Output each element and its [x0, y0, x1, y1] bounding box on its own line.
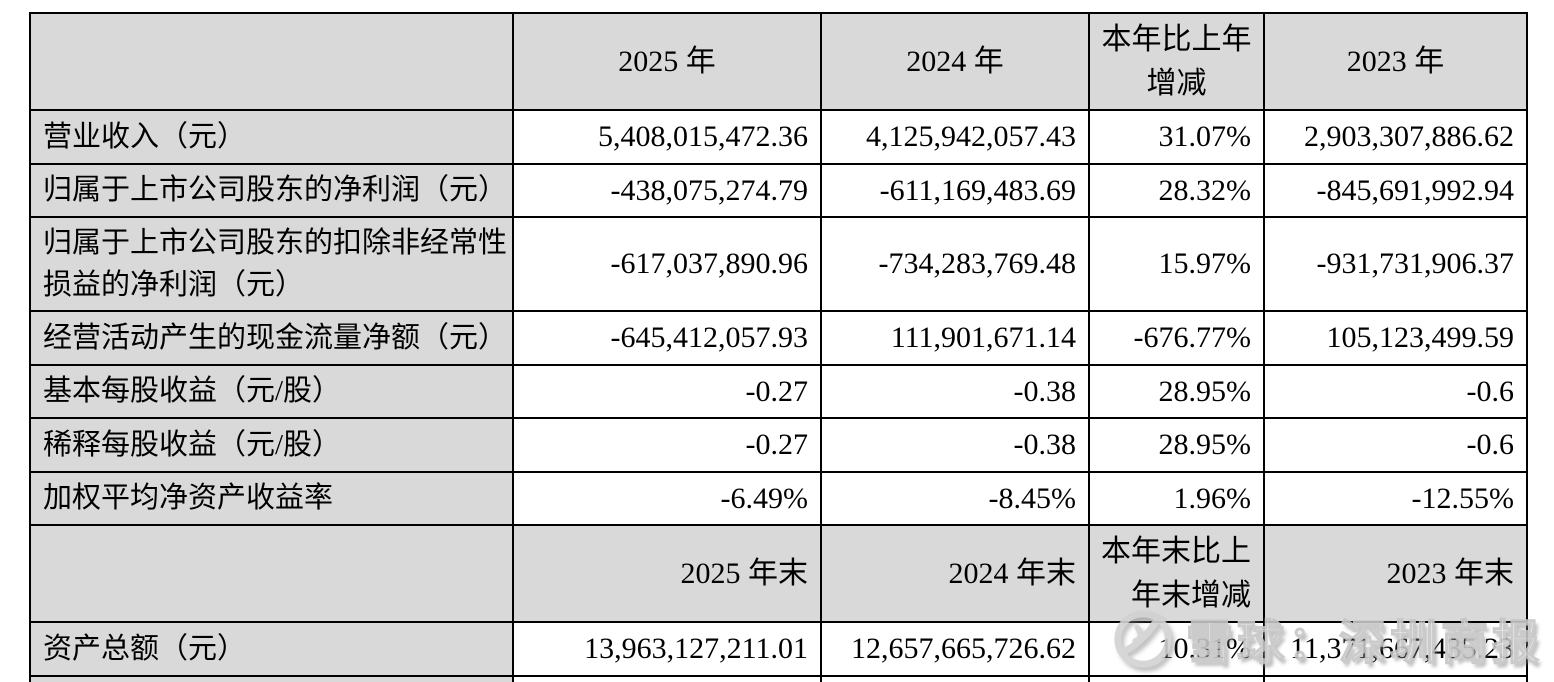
row-label-cell: 资产总额（元）	[29, 621, 514, 677]
cell-2023: 105,123,499.59	[1263, 310, 1528, 366]
table-row: 归属于上市公司股东的扣除非经常性损益的净利润（元） -617,037,890.9…	[29, 215, 1528, 313]
header-2025-end: 2025 年末	[512, 524, 822, 624]
row-label-cell: 加权平均净资产收益率	[29, 470, 514, 527]
table-row: 资产总额（元） 13,963,127,211.01 12,657,665,726…	[29, 621, 1528, 677]
row-label-cell: 归属于上市公司股东的扣除非经常性损益的净利润（元）	[29, 215, 514, 313]
header-2024-end: 2024 年末	[820, 524, 1090, 624]
table-row: 归属于上市公司股东的净利润（元） -438,075,274.79 -611,16…	[29, 162, 1528, 218]
cell-change: 28.95%	[1088, 417, 1265, 473]
table-row: 营业收入（元） 5,408,015,472.36 4,125,942,057.4…	[29, 109, 1528, 165]
table-row: 稀释每股收益（元/股） -0.27 -0.38 28.95% -0.6	[29, 417, 1528, 473]
cell-2023: -0.6	[1263, 417, 1528, 473]
header-year-end-change: 本年末比上年末增减	[1088, 524, 1265, 624]
row-label-cell: 稀释每股收益（元/股）	[29, 417, 514, 473]
header-2024: 2024 年	[820, 12, 1090, 111]
table-row: 基本每股收益（元/股） -0.27 -0.38 28.95% -0.6	[29, 363, 1528, 420]
table-row: 加权平均净资产收益率 -6.49% -8.45% 1.96% -12.55%	[29, 470, 1528, 527]
cell-2023: -0.6	[1263, 363, 1528, 420]
cell-2025: -645,412,057.93	[512, 310, 822, 366]
row-label-cell: 营业收入（元）	[29, 109, 514, 165]
table-row: 归属于上市公司股东的净资产（元） 6,564,823,717.88 6,932,…	[29, 674, 1528, 682]
header-corner-cell	[29, 12, 514, 111]
cell-2025: -438,075,274.79	[512, 162, 822, 218]
cell-2025: -617,037,890.96	[512, 215, 822, 313]
cell-2024: -0.38	[820, 363, 1090, 420]
row-label-cell: 归属于上市公司股东的净资产（元）	[29, 674, 514, 682]
cell-change: 10.31%	[1088, 621, 1265, 677]
cell-2024: 4,125,942,057.43	[820, 109, 1090, 165]
cell-change: 31.07%	[1088, 109, 1265, 165]
cell-change: 1.96%	[1088, 470, 1265, 527]
cell-change: 28.32%	[1088, 162, 1265, 218]
cell-2023: -845,691,992.94	[1263, 162, 1528, 218]
cell-2025: -0.27	[512, 363, 822, 420]
header-corner-cell	[29, 524, 514, 624]
header-2023: 2023 年	[1263, 12, 1528, 111]
cell-change: 15.97%	[1088, 215, 1265, 313]
cell-2024: -611,169,483.69	[820, 162, 1090, 218]
row-label-cell: 基本每股收益（元/股）	[29, 363, 514, 420]
cell-change: -676.77%	[1088, 310, 1265, 366]
header-2023-end: 2023 年末	[1263, 524, 1528, 624]
cell-2023: -12.55%	[1263, 470, 1528, 527]
header-row-year-end: 2025 年末 2024 年末 本年末比上年末增减 2023 年末	[29, 524, 1528, 624]
row-label-cell: 归属于上市公司股东的净利润（元）	[29, 162, 514, 218]
cell-change: -5.31%	[1088, 674, 1265, 682]
cell-2025: -0.27	[512, 417, 822, 473]
cell-2025: 6,564,823,717.88	[512, 674, 822, 682]
header-yoy-change: 本年比上年增减	[1088, 12, 1265, 111]
financial-summary-table: 2025 年 2024 年 本年比上年增减 2023 年 营业收入（元） 5,4…	[29, 12, 1528, 682]
row-label-cell: 经营活动产生的现金流量净额（元）	[29, 310, 514, 366]
cell-change: 28.95%	[1088, 363, 1265, 420]
cell-2023: 11,371,667,435.23	[1263, 621, 1528, 677]
cell-2025: -6.49%	[512, 470, 822, 527]
header-row-annual: 2025 年 2024 年 本年比上年增减 2023 年	[29, 12, 1528, 111]
cell-2024: -734,283,769.48	[820, 215, 1090, 313]
cell-2024: -8.45%	[820, 470, 1090, 527]
cell-2023: 2,903,307,886.62	[1263, 109, 1528, 165]
cell-2025: 13,963,127,211.01	[512, 621, 822, 677]
cell-2023: -931,731,906.37	[1263, 215, 1528, 313]
cell-2024: -0.38	[820, 417, 1090, 473]
cell-2025: 5,408,015,472.36	[512, 109, 822, 165]
header-2025: 2025 年	[512, 12, 822, 111]
cell-2024: 6,932,634,708.85	[820, 674, 1090, 682]
cell-2024: 111,901,671.14	[820, 310, 1090, 366]
cell-2024: 12,657,665,726.62	[820, 621, 1090, 677]
table-row: 经营活动产生的现金流量净额（元） -645,412,057.93 111,901…	[29, 310, 1528, 366]
cell-2023: 7,531,121,280.62	[1263, 674, 1528, 682]
